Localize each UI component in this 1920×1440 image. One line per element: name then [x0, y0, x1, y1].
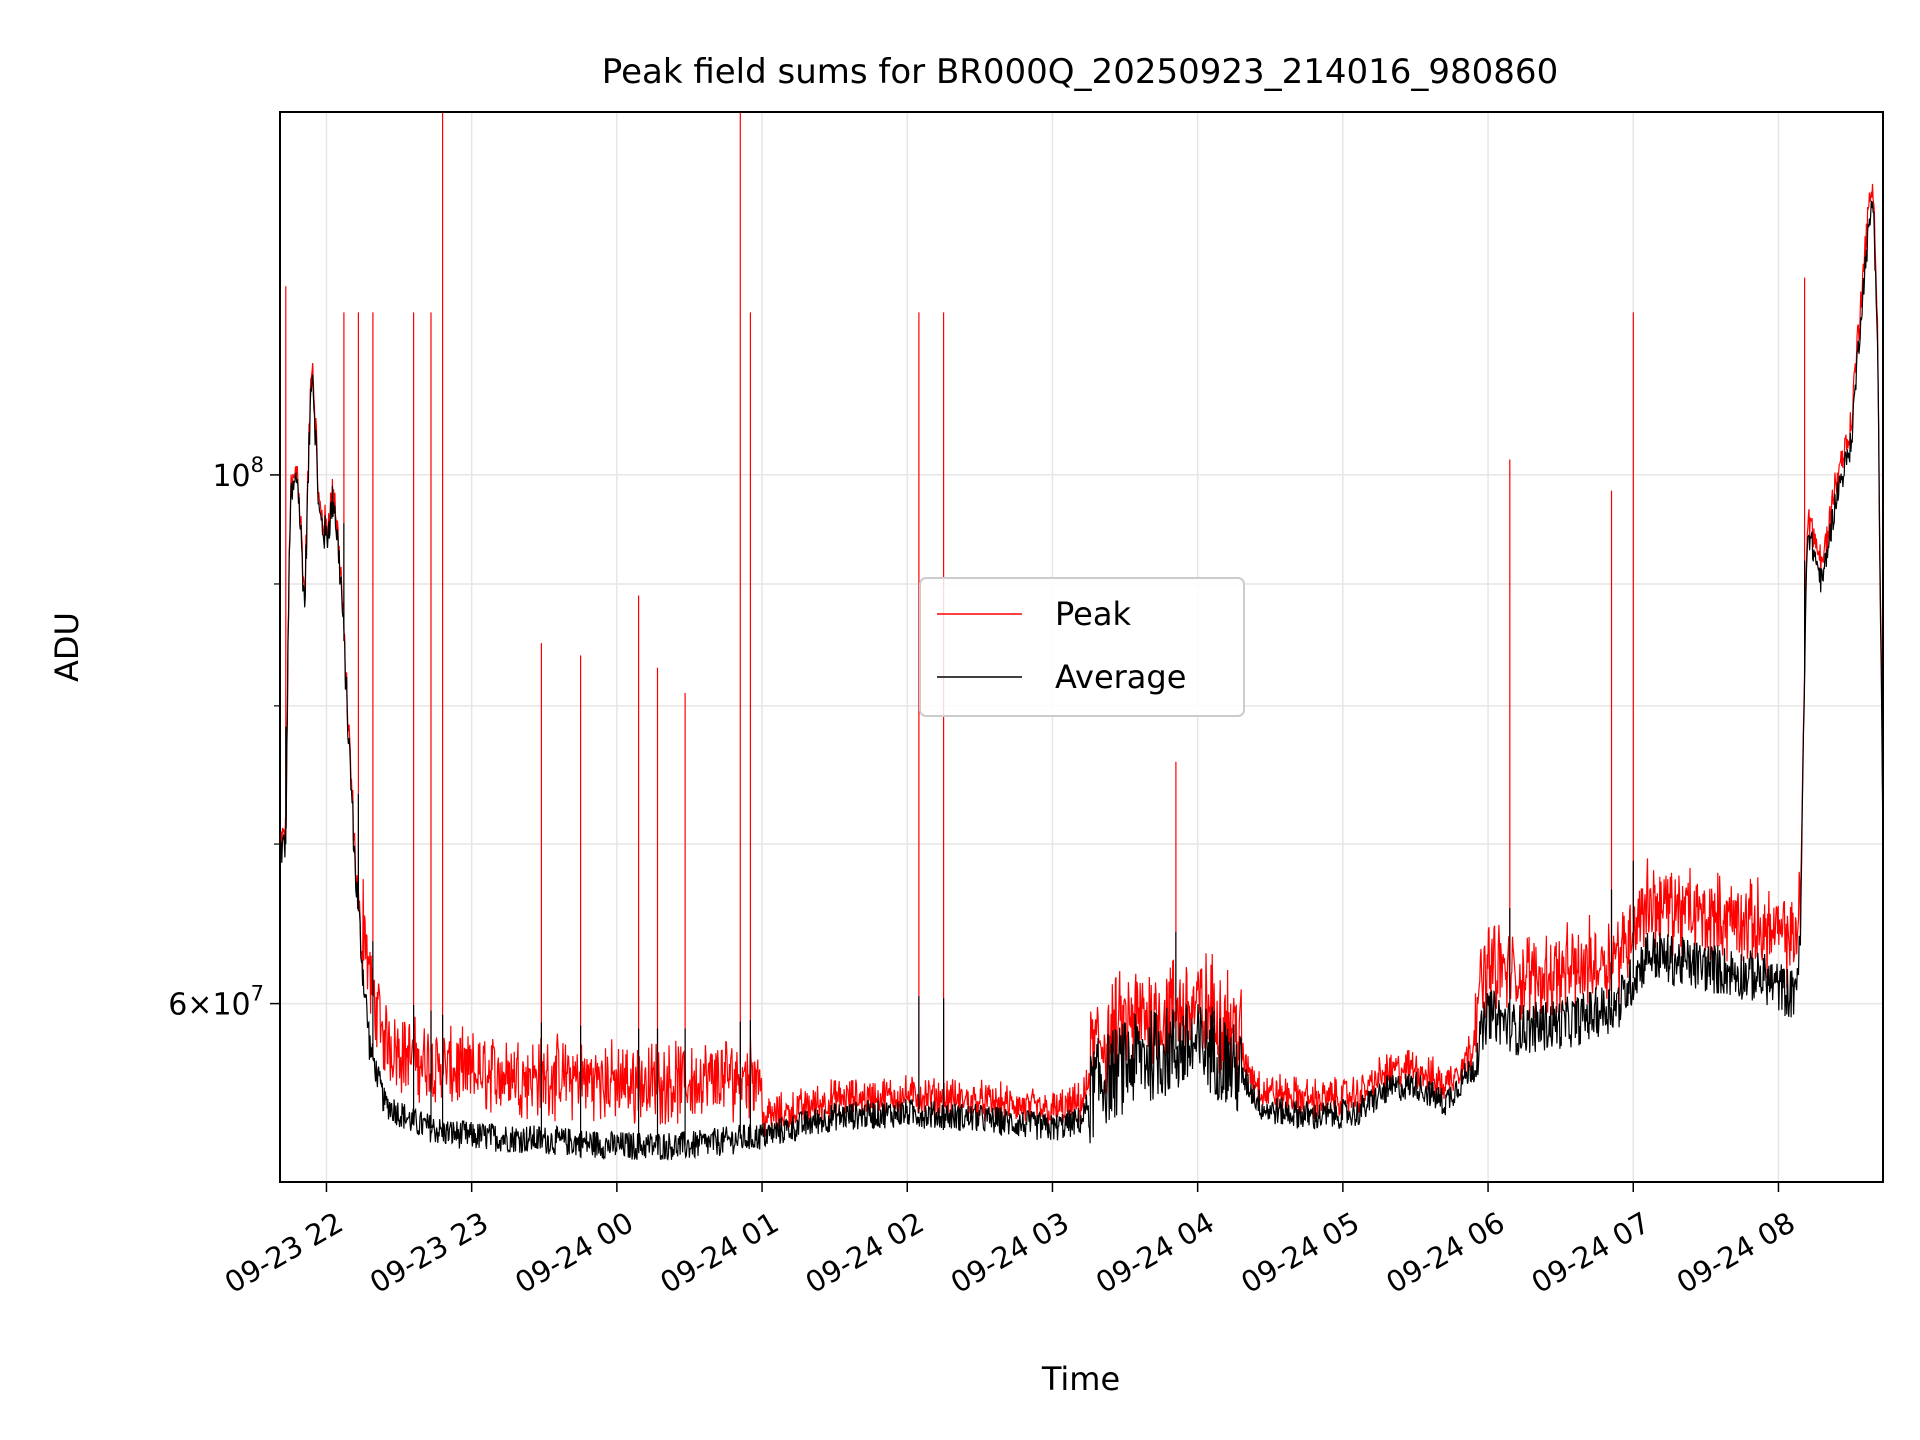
y-axis-label: ADU [48, 612, 86, 682]
x-tick-label: 09-24 03 [945, 1205, 1075, 1300]
x-tick-label: 09-23 22 [219, 1205, 349, 1300]
plot-frame [279, 111, 1884, 1183]
series-line-peak [280, 112, 1883, 1138]
legend: Peak Average [919, 577, 1245, 717]
legend-label-average: Average [1055, 658, 1186, 696]
x-tick-label: 09-24 02 [800, 1205, 930, 1300]
x-axis-label: Time [1041, 1360, 1120, 1398]
x-tick-label: 09-24 05 [1235, 1205, 1365, 1300]
y-tick-label: 6×107 [168, 982, 264, 1023]
y-tick-label: 108 [212, 453, 264, 494]
legend-label-peak: Peak [1055, 595, 1131, 633]
chart-title: Peak field sums for BR000Q_20250923_2140… [602, 52, 1558, 92]
x-tick-label: 09-24 01 [654, 1205, 784, 1300]
x-tick-label: 09-23 23 [364, 1205, 494, 1300]
series-line-average [280, 200, 1883, 1161]
x-tick-label: 09-24 00 [509, 1205, 639, 1300]
x-tick-label: 09-24 08 [1671, 1205, 1801, 1300]
x-tick-label: 09-24 07 [1526, 1205, 1656, 1300]
x-tick-label: 09-24 04 [1090, 1205, 1220, 1300]
x-axis: 09-23 22 09-23 23 09-24 00 09-24 01 09-24 02… [219, 1182, 1801, 1300]
y-axis: 6×107 108 [168, 453, 280, 1023]
x-tick-label: 09-24 06 [1380, 1205, 1510, 1300]
legend-box [919, 577, 1245, 717]
